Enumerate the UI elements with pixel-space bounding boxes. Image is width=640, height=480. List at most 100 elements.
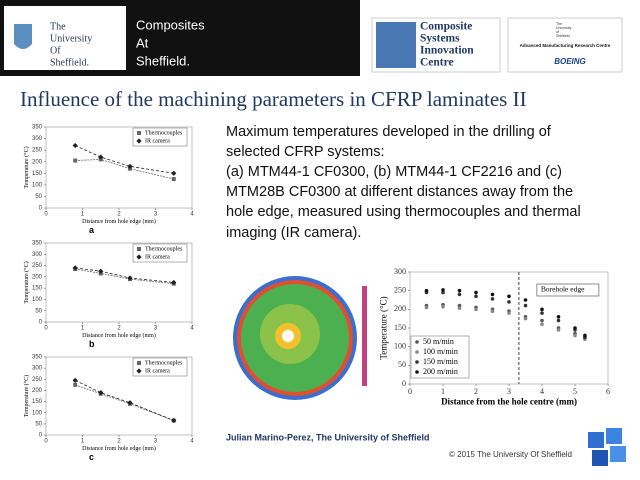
- series-line: [75, 145, 174, 174]
- amrc-text: Advanced Manufacturing Research Centre: [520, 43, 611, 48]
- series-line: [75, 268, 174, 285]
- annotation-box: [536, 283, 600, 297]
- slide-title: Influence of the machining parameters in…: [20, 87, 527, 111]
- description: selected CFRP systems:: [226, 144, 384, 160]
- y-tick-label: 50: [35, 194, 42, 200]
- point: [457, 303, 462, 308]
- point: [127, 400, 133, 406]
- x-axis-label: Distance from hole edge (mm): [82, 445, 156, 452]
- legend-label: Thermocouples: [145, 130, 183, 136]
- y-tick-label: 250: [394, 285, 406, 294]
- x-tick-label: 2: [117, 439, 121, 445]
- y-tick-label: 100: [32, 410, 43, 416]
- composites-text: Composites: [136, 17, 205, 32]
- y-tick-label: 50: [35, 308, 42, 314]
- composites-text: Sheffield.: [136, 53, 190, 68]
- y-tick-label: 250: [32, 377, 43, 383]
- x-tick-label: 1: [81, 212, 85, 218]
- legend-label: 50 m/min: [423, 337, 454, 346]
- y-tick-label: 200: [32, 159, 43, 165]
- legend-label: 200 m/min: [423, 367, 458, 376]
- amrc-small: of: [556, 30, 559, 34]
- point: [457, 288, 462, 293]
- y-tick-label: 200: [32, 388, 43, 394]
- amrc-small: University: [556, 26, 572, 30]
- legend-marker: [136, 138, 142, 144]
- csic-text: Centre: [420, 57, 454, 69]
- description: (a) MTM44-1 CF0300, (b) MTM44-1 CF2216 a…: [226, 164, 562, 180]
- x-tick-label: 2: [474, 387, 478, 396]
- series-line: [75, 380, 174, 421]
- y-axis-label: Temperature (°C): [378, 296, 388, 359]
- point: [523, 303, 528, 308]
- legend-marker: [137, 247, 141, 251]
- point: [424, 305, 429, 310]
- legend-label: IR camera: [145, 254, 170, 260]
- point: [127, 275, 133, 281]
- caption: a: [89, 225, 95, 235]
- x-tick-label: 2: [117, 326, 121, 332]
- point: [98, 154, 104, 160]
- y-tick-label: 300: [394, 267, 406, 276]
- x-tick-label: 4: [190, 326, 194, 332]
- y-tick-label: 150: [32, 286, 43, 292]
- x-tick-label: 2: [117, 212, 121, 218]
- point: [540, 307, 544, 312]
- point: [171, 279, 177, 286]
- point: [540, 322, 544, 327]
- point: [507, 311, 511, 315]
- logo-text: The: [50, 21, 66, 32]
- y-tick-label: 100: [394, 341, 406, 350]
- point: [556, 318, 561, 323]
- series-line: [75, 267, 174, 283]
- y-tick-label: 200: [32, 274, 43, 280]
- y-tick-label: 50: [398, 360, 406, 369]
- point: [73, 382, 78, 387]
- y-tick-label: 150: [394, 323, 406, 332]
- logo-text: Of: [50, 45, 61, 56]
- point: [127, 163, 133, 169]
- point: [474, 294, 478, 299]
- logo-text: Sheffield.: [50, 57, 89, 68]
- legend-label: Thermocouples: [145, 360, 183, 366]
- x-tick-label: 0: [44, 326, 48, 332]
- point: [73, 158, 78, 163]
- point: [457, 292, 462, 297]
- point: [540, 311, 544, 315]
- logo-text: University: [50, 33, 92, 44]
- amrc-small: The: [556, 22, 562, 26]
- y-tick-label: 150: [32, 171, 43, 177]
- x-tick-label: 1: [441, 387, 445, 396]
- y-tick-label: 100: [32, 297, 43, 303]
- legend-label: IR camera: [145, 368, 170, 374]
- legend-marker: [136, 368, 142, 374]
- point: [441, 304, 445, 309]
- point: [72, 265, 78, 271]
- amrc-small: Sheffield: [556, 34, 570, 38]
- x-tick-label: 4: [190, 212, 194, 218]
- y-tick-label: 300: [32, 252, 43, 258]
- legend-box: [410, 335, 470, 379]
- x-tick-label: 0: [408, 387, 412, 396]
- legend-label: 150 m/min: [423, 357, 458, 366]
- y-tick-label: 300: [32, 366, 43, 372]
- y-axis-label: Temperature (°C): [23, 375, 30, 417]
- legend-marker: [136, 254, 142, 260]
- point: [171, 417, 177, 424]
- point: [441, 288, 445, 292]
- point: [540, 318, 544, 323]
- y-tick-label: 0: [402, 379, 406, 388]
- y-tick-label: 350: [32, 125, 43, 131]
- y-tick-label: 200: [394, 304, 406, 313]
- y-tick-label: 300: [32, 136, 43, 142]
- x-tick-label: 5: [573, 387, 577, 396]
- y-axis-label: Temperature (°C): [23, 261, 30, 303]
- point: [490, 309, 495, 314]
- point: [72, 142, 78, 149]
- y-axis-label: Temperature (°C): [23, 146, 30, 188]
- x-tick-label: 3: [154, 439, 158, 445]
- point: [72, 377, 78, 383]
- point: [474, 290, 478, 295]
- point: [171, 170, 177, 176]
